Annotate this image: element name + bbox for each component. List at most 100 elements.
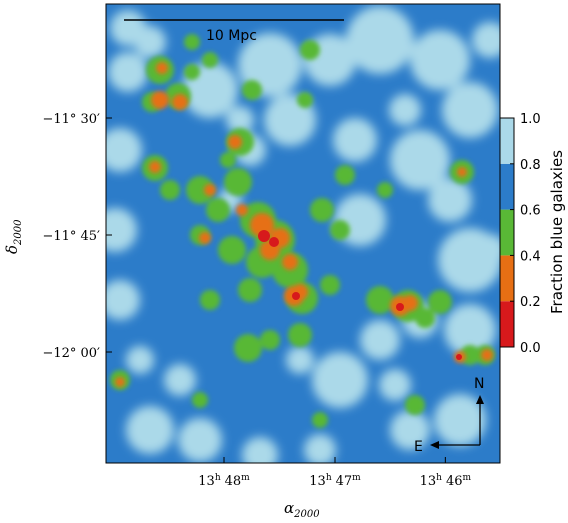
contour-blob <box>320 275 340 295</box>
contour-blob <box>226 106 254 134</box>
scale-bar: 10 Mpc <box>124 19 344 44</box>
colorbar-tick-label-3: 0.6 <box>520 204 541 219</box>
contour-blob <box>360 320 400 360</box>
contour-blob <box>428 290 452 314</box>
contour-blob <box>234 334 262 362</box>
colorbar-band <box>500 301 514 347</box>
contour-blob <box>106 128 142 172</box>
scale-bar-label: 10 Mpc <box>206 28 257 44</box>
contour-blob <box>396 303 404 311</box>
contour-blob <box>192 392 208 408</box>
contour-blob <box>390 410 430 450</box>
contour-blob <box>300 40 320 60</box>
contour-blob <box>126 346 154 374</box>
colorbar: 0.0 0.2 0.4 0.6 0.8 1.0 <box>499 112 541 356</box>
colorbar-tick-label-4: 0.8 <box>520 158 541 173</box>
colorbar-band <box>500 255 514 302</box>
contour-blob <box>288 323 312 347</box>
contour-blob <box>402 295 418 311</box>
contour-blob <box>164 364 196 396</box>
contour-blob <box>149 161 161 173</box>
contour-blob <box>236 204 248 216</box>
compass: N E <box>414 376 484 455</box>
contour-blob <box>434 394 486 446</box>
contour-blob <box>456 354 462 360</box>
contour-blob <box>269 237 279 247</box>
contour-blob <box>206 198 230 222</box>
contour-blob <box>184 34 200 50</box>
contour-blob <box>405 395 425 415</box>
contour-blob <box>218 236 246 264</box>
contour-blob <box>242 437 278 463</box>
contour-blob <box>156 62 168 74</box>
contour-blob <box>186 176 214 204</box>
y-tick-label-2: −12° 00′ <box>42 346 100 361</box>
contour-blob <box>410 30 470 90</box>
contour-blob <box>224 168 252 196</box>
contour-blob <box>202 52 218 68</box>
colorbar-tick-label-1: 0.2 <box>520 295 541 310</box>
contour-blob <box>286 346 314 374</box>
contour-map <box>106 4 500 463</box>
contour-blob <box>260 330 280 350</box>
colorbar-tick-label-2: 0.4 <box>520 249 541 264</box>
contour-blob <box>238 278 262 302</box>
contour-blob <box>228 135 242 149</box>
contour-blob <box>312 412 328 428</box>
contour-blob <box>297 92 313 108</box>
contour-blob <box>474 234 500 266</box>
contour-blob <box>310 198 334 222</box>
contour-blob <box>333 118 377 162</box>
colorbar-tick-label-0: 0.0 <box>520 341 541 356</box>
contour-blob <box>282 254 298 270</box>
contour-blob <box>106 280 140 320</box>
contour-blob <box>220 152 236 168</box>
contour-blob <box>204 184 216 196</box>
x-tick-label-0: 13h 48m <box>198 473 250 489</box>
contour-blob <box>481 349 493 361</box>
colorbar-band <box>500 118 514 164</box>
contour-blob <box>444 304 496 356</box>
compass-east-label: E <box>414 439 423 455</box>
contour-blob <box>178 418 222 462</box>
contour-blob <box>389 94 421 126</box>
contour-blob <box>172 94 188 110</box>
contour-blob <box>126 406 174 454</box>
contour-blob <box>199 232 211 244</box>
colorbar-band <box>500 209 514 256</box>
red-regions <box>258 230 462 360</box>
contour-blob <box>160 180 180 200</box>
light-blue-regions <box>106 6 500 463</box>
contour-blob <box>442 82 498 138</box>
contour-blob <box>346 6 414 74</box>
contour-blob <box>115 377 125 387</box>
contour-blob <box>242 80 262 100</box>
contour-blob <box>390 130 450 190</box>
contour-blob <box>377 182 393 198</box>
y-tick-label-0: −11° 30′ <box>42 112 100 127</box>
contour-blob <box>428 178 472 222</box>
contour-blob <box>472 22 500 58</box>
contour-blob <box>134 26 166 58</box>
y-axis: −11° 30′ −11° 45′ −12° 00′ <box>42 112 112 361</box>
contour-blob <box>200 290 220 310</box>
x-axis: 13h 48m 13h 47m 13h 46m <box>198 457 472 489</box>
colorbar-tick-label-5: 1.0 <box>520 112 541 127</box>
contour-blob <box>457 167 467 177</box>
contour-blob <box>366 286 394 314</box>
compass-north-label: N <box>474 376 484 392</box>
contour-blob <box>330 220 350 240</box>
contour-blob <box>250 213 274 237</box>
colorbar-frame <box>499 117 515 348</box>
contour-blob <box>312 352 368 408</box>
x-axis-label: α2000 <box>284 499 320 520</box>
contour-blob <box>106 208 137 252</box>
x-tick-label-1: 13h 47m <box>309 473 361 489</box>
contour-blob <box>335 165 355 185</box>
contour-blob <box>258 230 270 242</box>
contour-blob <box>379 369 411 401</box>
y-tick-label-1: −11° 45′ <box>42 229 100 244</box>
contour-blob <box>415 308 435 328</box>
colorbar-band <box>500 163 514 210</box>
